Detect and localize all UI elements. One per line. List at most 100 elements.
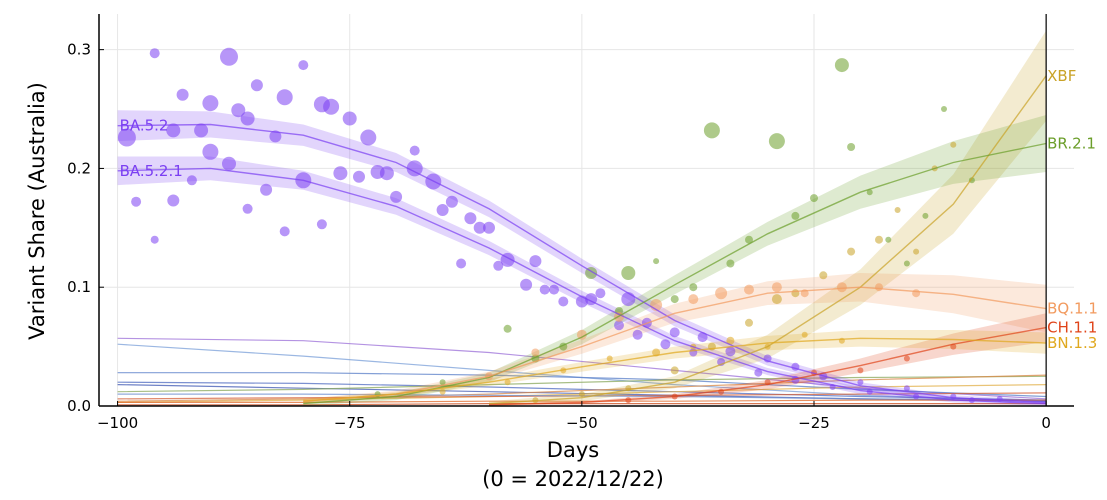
x-tick-label: 0	[1041, 414, 1051, 432]
data-point	[913, 248, 920, 255]
confidence-band	[303, 115, 1047, 406]
data-point	[370, 165, 385, 179]
data-point	[276, 89, 293, 106]
data-point	[353, 170, 365, 183]
background-series-line	[117, 372, 1047, 398]
data-point	[875, 283, 883, 292]
data-point	[715, 287, 728, 300]
data-point	[836, 282, 847, 293]
background-series-line	[117, 374, 1047, 402]
y-tick-label: 0.3	[67, 41, 91, 59]
data-point	[360, 129, 377, 146]
x-tick-label: −25	[798, 414, 830, 432]
data-point	[131, 196, 142, 207]
data-point	[279, 226, 290, 237]
data-point	[903, 260, 910, 267]
data-point	[558, 296, 569, 307]
data-point	[390, 190, 403, 203]
data-point	[801, 331, 808, 338]
data-point	[744, 284, 754, 295]
data-point	[689, 283, 698, 292]
data-point	[531, 348, 540, 357]
data-point	[186, 175, 197, 186]
data-point	[754, 368, 763, 377]
background-series-line	[117, 381, 1047, 401]
data-point	[269, 130, 282, 143]
data-point	[771, 282, 782, 293]
data-point	[240, 111, 255, 126]
data-point	[504, 379, 511, 386]
data-point	[436, 204, 449, 216]
data-point	[621, 292, 636, 307]
data-point	[539, 284, 550, 295]
data-point	[606, 355, 613, 362]
data-point	[483, 221, 495, 234]
data-point	[950, 393, 957, 400]
data-point	[885, 236, 892, 243]
data-point	[298, 60, 309, 71]
data-point	[697, 332, 708, 343]
data-point	[456, 258, 467, 269]
data-point	[220, 47, 238, 66]
data-point	[903, 355, 910, 362]
data-point	[242, 203, 253, 214]
data-point	[632, 329, 643, 340]
data-point	[670, 295, 679, 304]
data-point	[726, 336, 735, 345]
data-point	[316, 219, 327, 230]
data-point	[670, 366, 679, 375]
data-point	[231, 103, 246, 118]
confidence-band	[303, 273, 1047, 404]
data-point	[745, 235, 753, 244]
data-point	[768, 133, 785, 150]
fit-curve	[303, 286, 1047, 402]
data-point	[406, 160, 423, 177]
data-point	[688, 294, 699, 305]
data-point	[922, 212, 929, 219]
x-axis-note: (0 = 2022/12/22)	[482, 467, 664, 491]
data-points	[117, 47, 1003, 404]
y-axis-title: Variant Share (Australia)	[25, 82, 49, 340]
data-point	[202, 143, 219, 160]
data-point	[703, 122, 720, 139]
series-label: BQ.1.1	[1047, 300, 1098, 318]
data-point	[222, 156, 236, 171]
confidence-band	[303, 330, 1047, 404]
fit-curve	[303, 337, 1047, 402]
data-point	[503, 324, 512, 333]
data-point	[520, 278, 533, 291]
data-point	[149, 48, 160, 59]
data-point	[653, 258, 660, 265]
tick-labels: −100 −75 −50 −25 0 0.0 0.1 0.2 0.3	[67, 41, 1051, 432]
series-labels: BA.5.2 BA.5.2.1 XBF BR.2.1 BQ.1.1CH.1.1BN.1.…	[120, 67, 1098, 352]
data-point	[445, 195, 458, 208]
data-point	[791, 289, 800, 298]
data-point	[847, 247, 856, 256]
data-point	[857, 379, 864, 386]
data-point	[866, 189, 873, 196]
x-tick-label: −100	[97, 414, 138, 432]
data-point	[260, 183, 273, 196]
series-label: BA.5.2.1	[120, 162, 183, 180]
data-point	[250, 79, 263, 92]
data-point	[464, 212, 477, 225]
data-point	[894, 207, 901, 213]
data-point	[996, 395, 1003, 402]
data-point	[857, 367, 864, 374]
series-label: BA.5.2	[120, 117, 169, 135]
data-point	[903, 385, 910, 392]
data-point	[439, 388, 446, 395]
fit-curves	[117, 75, 1047, 406]
data-point	[614, 320, 624, 331]
y-tick-label: 0.2	[67, 159, 91, 177]
fit-curve	[488, 75, 1047, 405]
data-point	[194, 123, 209, 138]
data-point	[621, 266, 636, 280]
data-point	[473, 221, 486, 234]
data-point	[745, 318, 753, 327]
data-point	[950, 141, 957, 148]
data-point	[342, 111, 357, 126]
data-point	[166, 123, 181, 138]
data-point	[150, 235, 159, 244]
